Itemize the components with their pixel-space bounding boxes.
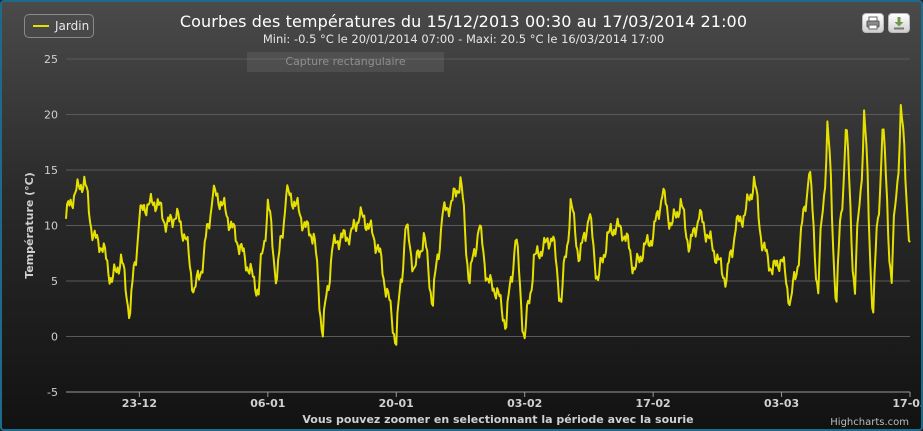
y-tick-label: 15 (44, 164, 58, 177)
x-tick-label: 23-12 (122, 397, 157, 410)
y-axis-title: Température (°C) (23, 172, 36, 279)
y-tick-label: 25 (44, 53, 58, 66)
y-tick-label: 10 (44, 220, 58, 233)
print-button[interactable] (862, 13, 884, 33)
legend-series-swatch (33, 25, 49, 27)
x-tick-label: 17-03 (892, 397, 921, 410)
credits-link[interactable]: Highcharts.com (830, 417, 909, 428)
download-icon (894, 17, 904, 30)
y-tick-label: 0 (51, 331, 58, 344)
export-button[interactable] (888, 13, 910, 33)
chart-subtitle: Mini: -0.5 °C le 20/01/2014 07:00 - Maxi… (262, 32, 665, 46)
legend-item-jardin[interactable]: Jardin (24, 14, 94, 38)
x-tick-label: 17-02 (636, 397, 671, 410)
x-tick-label: 20-01 (379, 397, 414, 410)
x-tick-label: 03-03 (764, 397, 799, 410)
y-tick-label: 20 (44, 109, 58, 122)
x-tick-label: 06-01 (250, 397, 285, 410)
legend-series-label: Jardin (55, 19, 90, 33)
x-tick-label: 03-02 (507, 397, 542, 410)
series-line-jardin (65, 104, 911, 346)
capture-tooltip: Capture rectangulaire (247, 52, 444, 72)
y-tick-label: -5 (47, 386, 58, 399)
x-axis-title: Vous pouvez zoomer en selectionnant la p… (302, 413, 693, 426)
printer-icon (866, 16, 880, 30)
y-tick-label: 5 (51, 275, 58, 288)
chart-title: Courbes des températures du 15/12/2013 0… (179, 12, 748, 31)
